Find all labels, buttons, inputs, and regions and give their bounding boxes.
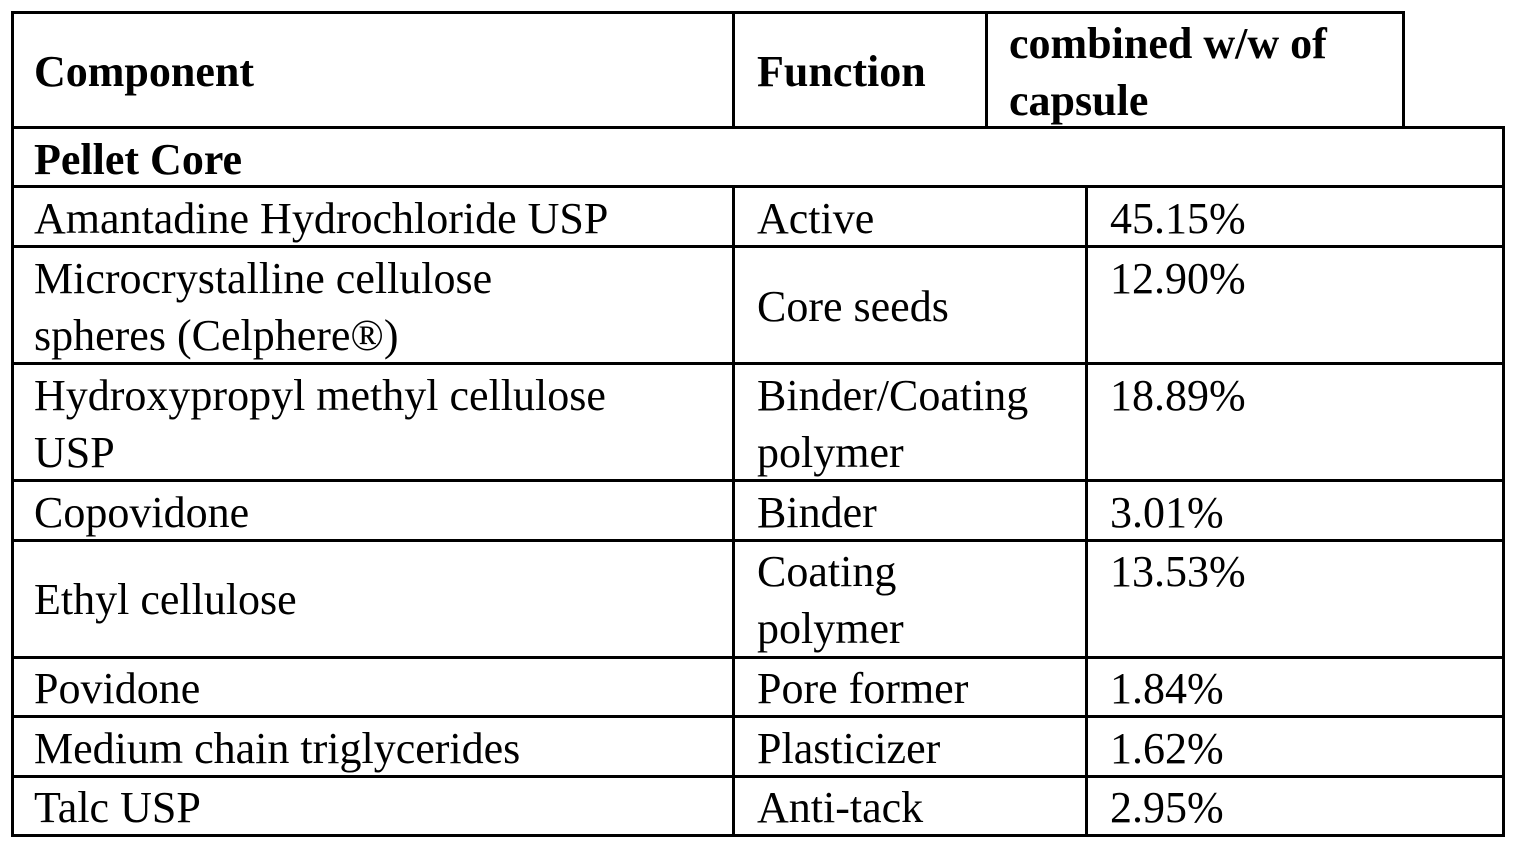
row-6-component: Medium chain triglycerides: [34, 724, 521, 773]
header-function: Function: [757, 47, 926, 96]
rule-row-3-bottom: [11, 539, 1505, 542]
rule-header-right: [1402, 11, 1405, 129]
row-7-value: 2.95%: [1110, 783, 1224, 832]
rule-header-col2: [985, 11, 988, 129]
row-5-component: Povidone: [34, 664, 201, 713]
rule-row-5-bottom: [11, 715, 1505, 718]
row-4-function: Coating polymer: [757, 547, 904, 653]
rule-section-bottom: [11, 185, 1505, 188]
header-component: Component: [34, 47, 255, 96]
row-3-component: Copovidone: [34, 488, 250, 537]
row-5-value: 1.84%: [1110, 664, 1224, 713]
row-2-component: Hydroxypropyl methyl cellulose USP: [34, 371, 606, 477]
row-0-component: Amantadine Hydrochloride USP: [34, 194, 609, 243]
rule-row-6-bottom: [11, 775, 1505, 778]
rule-top: [11, 11, 1405, 14]
row-6-value: 1.62%: [1110, 724, 1224, 773]
rule-row-2-bottom: [11, 479, 1505, 482]
row-6-function: Plasticizer: [757, 724, 941, 773]
rule-header-bottom: [11, 126, 1505, 129]
row-5-function: Pore former: [757, 664, 969, 713]
row-4-component: Ethyl cellulose: [34, 575, 297, 624]
rule-body-col2: [1085, 185, 1088, 837]
row-7-function: Anti-tack: [757, 783, 924, 832]
rule-header-col1: [732, 11, 735, 129]
rule-left: [11, 11, 14, 837]
row-0-function: Active: [757, 194, 875, 243]
row-7-component: Talc USP: [34, 783, 201, 832]
row-2-function: Binder/Coating polymer: [757, 371, 1029, 477]
row-3-value: 3.01%: [1110, 488, 1224, 537]
rule-row-4-bottom: [11, 656, 1505, 659]
rule-body-col1: [732, 185, 735, 837]
row-1-component: Microcrystalline cellulose spheres (Celp…: [34, 254, 493, 360]
row-3-function: Binder: [757, 488, 877, 537]
rule-bottom: [11, 834, 1505, 837]
row-0-value: 45.15%: [1110, 194, 1246, 243]
rule-row-0-bottom: [11, 245, 1505, 248]
row-2-value: 18.89%: [1110, 371, 1246, 420]
header-combined-ww: combined w/w of capsule: [1009, 19, 1327, 125]
row-1-function: Core seeds: [757, 282, 949, 331]
section-label-pellet-core: Pellet Core: [34, 135, 243, 184]
rule-right: [1502, 126, 1505, 837]
rule-row-1-bottom: [11, 362, 1505, 365]
row-1-value: 12.90%: [1110, 254, 1246, 303]
row-4-value: 13.53%: [1110, 547, 1246, 596]
